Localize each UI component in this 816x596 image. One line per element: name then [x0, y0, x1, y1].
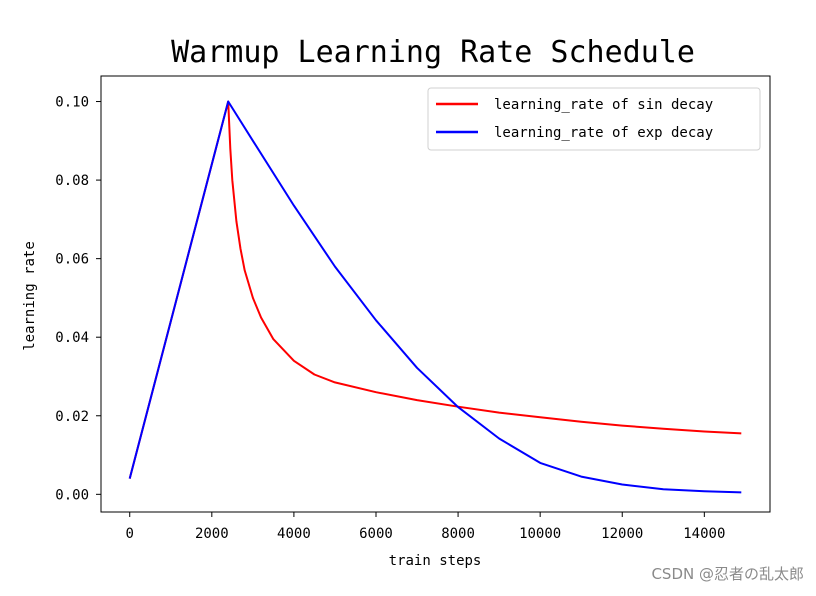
legend-label-exp-decay: learning_rate of exp decay [494, 125, 713, 141]
x-axis-label: train steps [389, 553, 482, 569]
legend: learning_rate of sin decay learning_rate… [427, 87, 761, 151]
plot-frame [100, 75, 771, 513]
y-axis-label: learning rate [22, 241, 38, 351]
x-tick-label: 8000 [441, 526, 475, 542]
y-tick-label: 0.00 [55, 487, 89, 503]
x-tick-label: 12000 [601, 526, 643, 542]
y-axis-ticks: 0.00 0.02 0.04 0.06 0.08 0.10 [55, 95, 101, 503]
chart-title: Warmup Learning Rate Schedule [171, 35, 695, 70]
x-tick-label: 4000 [277, 526, 311, 542]
series-lines [128, 100, 742, 494]
watermark-text: CSDN @忍者の乱太郎 [651, 565, 804, 583]
series-line-exp-decay [128, 100, 742, 494]
y-tick-label: 0.06 [55, 252, 89, 268]
x-tick-label: 2000 [195, 526, 229, 542]
y-tick-label: 0.04 [55, 330, 89, 346]
x-axis-ticks: 0 2000 4000 6000 8000 10000 12000 14000 [126, 512, 725, 542]
x-tick-label: 14000 [683, 526, 725, 542]
x-tick-label: 0 [126, 526, 134, 542]
y-tick-label: 0.02 [55, 409, 89, 425]
series-line-sin-decay [128, 100, 742, 479]
x-tick-label: 10000 [519, 526, 561, 542]
legend-label-sin-decay: learning_rate of sin decay [494, 97, 713, 113]
legend-box [427, 87, 761, 151]
y-tick-label: 0.08 [55, 173, 89, 189]
y-tick-label: 0.10 [55, 95, 89, 111]
x-tick-label: 6000 [359, 526, 393, 542]
